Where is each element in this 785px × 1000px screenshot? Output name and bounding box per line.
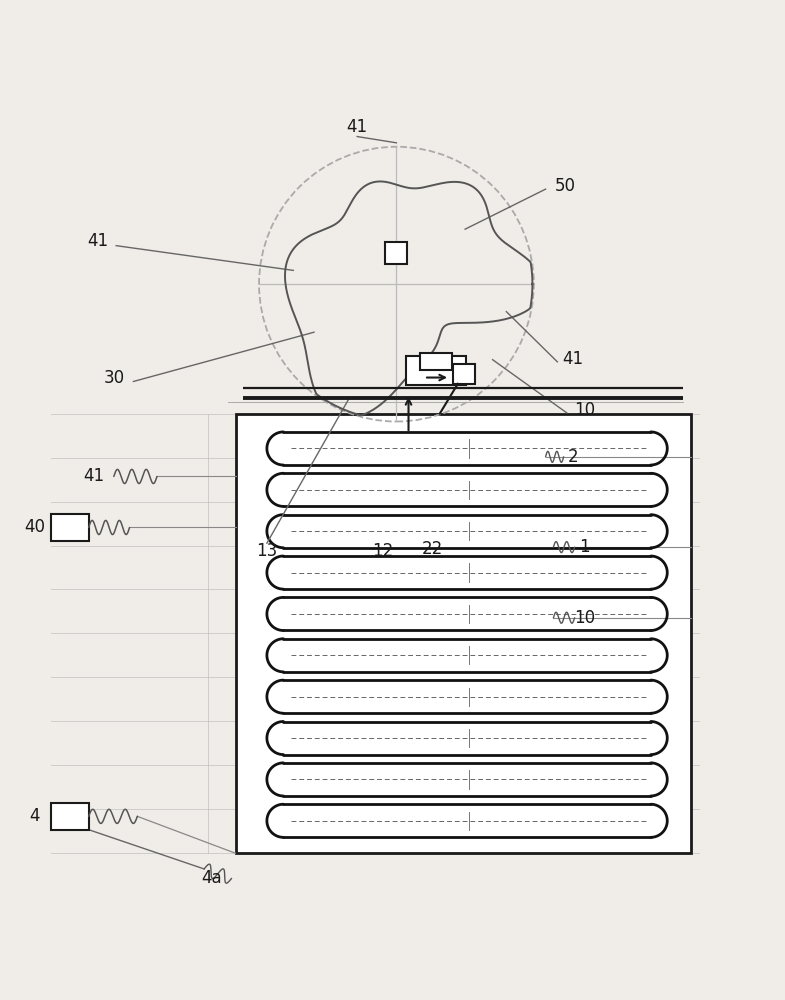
Text: 10: 10	[575, 401, 595, 419]
Text: 10: 10	[575, 609, 595, 627]
Text: 2: 2	[568, 448, 579, 466]
Text: 41: 41	[88, 232, 108, 250]
Text: 41: 41	[84, 467, 104, 485]
Text: 1: 1	[579, 538, 590, 556]
Text: 41: 41	[563, 350, 583, 368]
Text: 30: 30	[104, 369, 124, 387]
Text: 41: 41	[347, 118, 367, 136]
Bar	[420, 353, 451, 370]
Text: 4: 4	[29, 807, 40, 825]
Text: 13: 13	[256, 542, 278, 560]
Bar	[51, 514, 89, 541]
Bar	[236, 414, 691, 853]
Text: 22: 22	[422, 540, 443, 558]
Bar	[51, 803, 89, 830]
Text: 12: 12	[372, 542, 394, 560]
Text: 40: 40	[24, 518, 45, 536]
Bar	[385, 242, 407, 264]
Text: 50: 50	[555, 177, 575, 195]
Bar	[453, 364, 475, 384]
Text: 4a: 4a	[202, 869, 222, 887]
Bar	[406, 356, 466, 385]
